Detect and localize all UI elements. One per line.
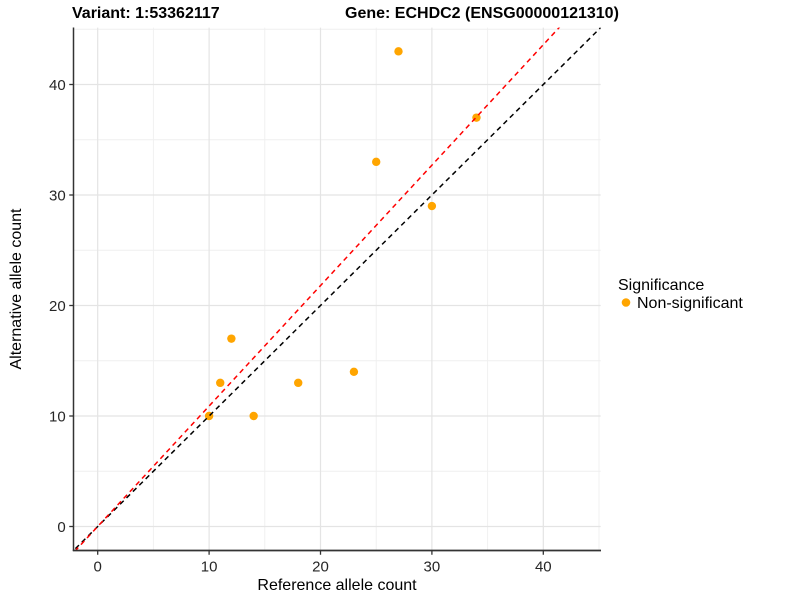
y-tick-label: 0 <box>57 519 65 536</box>
reference-line-layer <box>73 27 601 551</box>
x-tick-label: 40 <box>535 558 552 575</box>
data-point <box>349 367 359 376</box>
data-point <box>427 201 437 211</box>
x-tick-label: 30 <box>424 558 441 575</box>
data-point <box>372 157 381 167</box>
plot-title-gene: Gene: ECHDC2 (ENSG00000121310) <box>345 5 619 22</box>
x-tick-label: 0 <box>94 558 102 575</box>
y-tick-label: 20 <box>49 298 66 315</box>
data-point <box>227 334 236 343</box>
identity-line <box>73 27 601 551</box>
legend-title: Significance <box>618 277 704 294</box>
data-point <box>249 411 258 421</box>
grid-layer <box>73 27 601 551</box>
legend-item-label: Non-significant <box>637 295 743 312</box>
legend: Significance Non-significant <box>618 277 743 312</box>
data-point <box>216 378 225 388</box>
y-tick-label: 30 <box>49 188 66 205</box>
x-axis-title: Reference allele count <box>257 577 417 594</box>
y-tick-label: 10 <box>49 409 66 426</box>
data-point <box>294 378 303 388</box>
x-tick-label: 20 <box>312 558 329 575</box>
plot-title-variant: Variant: 1:53362117 <box>72 5 220 22</box>
y-tick-label: 40 <box>49 77 66 94</box>
x-tick-label: 10 <box>201 558 218 575</box>
tick-layer: 0 10 20 30 40 0 10 20 30 40 <box>49 77 552 575</box>
legend-point-swatch <box>621 298 631 307</box>
y-axis-title: Alternative allele count <box>8 208 25 370</box>
data-point <box>394 47 403 56</box>
